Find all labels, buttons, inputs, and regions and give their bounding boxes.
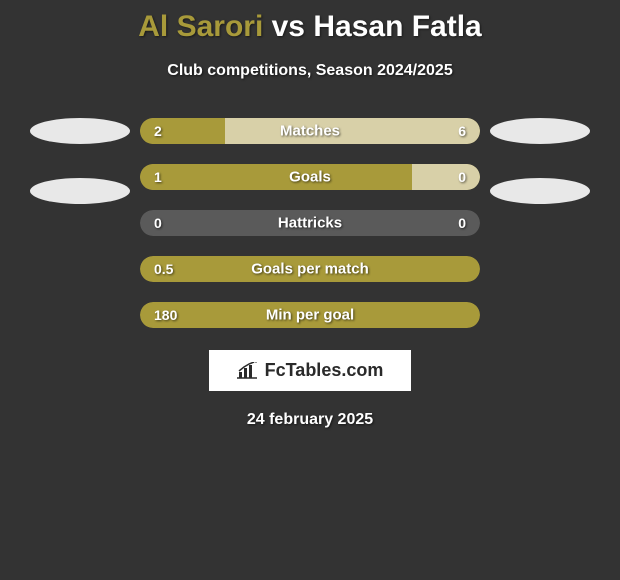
date-text: 24 february 2025 [247,411,373,429]
stat-bar-left-fill [140,164,412,190]
stat-bar-right-value: 0 [458,169,466,185]
brand-chart-icon [237,362,259,380]
left-badges-column [20,118,140,204]
player2-badge-placeholder [490,178,590,204]
stat-bar-right-value: 0 [458,215,466,231]
player2-name: Hasan Fatla [313,10,481,43]
stat-bar-left-value: 1 [154,169,162,185]
player1-name: Al Sarori [138,10,263,43]
brand-badge: FcTables.com [209,350,412,391]
stat-bar-row: Goals per match 0.5 [140,256,480,282]
stat-bar-left-value: 0.5 [154,261,173,277]
stat-bar-label: Goals [289,169,331,186]
subtitle: Club competitions, Season 2024/2025 [167,62,452,80]
vs-text: vs [272,10,305,43]
stat-bar-left-value: 180 [154,307,177,323]
player2-badge-placeholder [490,118,590,144]
stat-bar-label: Min per goal [266,307,354,324]
stat-bar-label: Hattricks [278,215,342,232]
infographic-container: Al Sarori vs Hasan Fatla Club competitio… [0,0,620,429]
right-badges-column [480,118,600,204]
brand-text: FcTables.com [265,360,384,381]
stat-bar-row: Goals 1 0 [140,164,480,190]
stat-bar-right-fill [412,164,480,190]
stat-bar-right-fill [225,118,480,144]
stat-bar-left-value: 2 [154,123,162,139]
stat-bar-right-value: 6 [458,123,466,139]
player1-badge-placeholder [30,178,130,204]
stat-bar-label: Goals per match [251,261,369,278]
chart-area: Matches 2 6 Goals 1 0 Hattricks 0 0 Goals per mat… [0,118,620,328]
stat-bar-row: Min per goal 180 [140,302,480,328]
comparison-title: Al Sarori vs Hasan Fatla [138,10,482,44]
stat-bar-row: Matches 2 6 [140,118,480,144]
stat-bar-left-value: 0 [154,215,162,231]
stat-bar-left-fill [140,118,225,144]
stat-bar-row: Hattricks 0 0 [140,210,480,236]
player1-badge-placeholder [30,118,130,144]
stat-bar-label: Matches [280,123,340,140]
stat-bars-column: Matches 2 6 Goals 1 0 Hattricks 0 0 Goals per mat… [140,118,480,328]
